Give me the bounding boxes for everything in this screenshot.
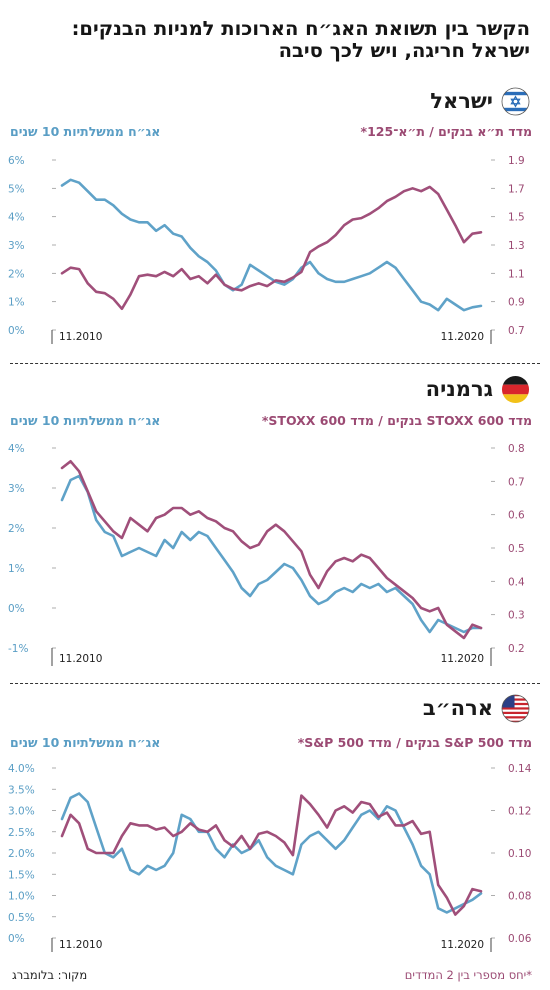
x-end-label: 11.2020 — [441, 331, 484, 343]
left-tick-label: 3% — [8, 240, 25, 252]
x-start-label: 11.2010 — [59, 331, 102, 343]
right-tick-label: 0.2 — [508, 643, 525, 655]
bond-yield-line — [60, 178, 483, 312]
left-tick-label: 3.5% — [8, 784, 35, 796]
right-tick-label: 0.12 — [508, 806, 531, 818]
x-end-label: 11.2020 — [441, 939, 484, 951]
left-tick-label: 5% — [8, 183, 25, 195]
left-tick-label: 3% — [8, 483, 25, 495]
israel-flag-icon — [501, 87, 530, 115]
left-axis-title-israel: אג״ח ממשלתיות 10 שנים — [10, 124, 161, 139]
left-axis-title-germany: אג״ח ממשלתיות 10 שנים — [10, 413, 161, 428]
right-tick-label: 1.5 — [508, 212, 525, 224]
bond-yield-line — [60, 792, 483, 914]
right-axis-title-israel: מדד ת״א בנקים / ת״א־125* — [360, 124, 532, 139]
left-tick-label: 0% — [8, 933, 25, 945]
left-tick-label: 2.5% — [8, 827, 35, 839]
chart-usa: 4.0% 3.5% 3.0% 2.5% 2.0% 1.5% 1.0% 0.5% 0% 0.14 0.… — [8, 763, 532, 952]
left-tick-label: 1% — [8, 297, 25, 309]
right-tick-label: 0.7 — [508, 325, 525, 337]
left-tick-label: 0% — [8, 603, 25, 615]
right-tick-label: 1.9 — [508, 155, 525, 167]
section-divider — [10, 363, 540, 364]
x-end-label: 11.2020 — [441, 653, 484, 665]
bond-yield-line — [60, 474, 483, 634]
section-divider — [10, 683, 540, 684]
right-tick-label: 0.10 — [508, 848, 531, 860]
left-tick-label: 2.0% — [8, 848, 35, 860]
left-tick-label: 1.5% — [8, 869, 35, 881]
country-name-usa: ארה״ב — [422, 696, 493, 720]
right-tick-label: 0.06 — [508, 933, 532, 945]
right-tick-label: 0.6 — [508, 510, 525, 522]
x-start-label: 11.2010 — [59, 653, 102, 665]
right-tick-label: 0.3 — [508, 610, 525, 622]
country-header-usa: ארה״ב — [423, 693, 530, 723]
right-tick-label: 1.7 — [508, 183, 525, 195]
right-tick-label: 0.9 — [508, 297, 525, 309]
left-tick-label: 2% — [8, 523, 25, 535]
right-tick-label: 0.14 — [508, 763, 532, 775]
ratio-footnote: *יחס מספרי בין 2 המדדים — [404, 968, 532, 982]
right-tick-label: 0.08 — [508, 891, 531, 903]
title-line-2: ישראל חריגה, ויש לכך סיבה — [278, 39, 530, 62]
chart-israel: 6% 5% 4% 3% 2% 1% 0% 1.9 1.7 1.5 1.3 1.1 0.9 0.7 11.20… — [8, 155, 525, 344]
left-axis-title-usa: אג״ח ממשלתיות 10 שנים — [10, 735, 161, 750]
country-name-israel: ישראל — [430, 89, 493, 113]
left-tick-label: 4% — [8, 212, 25, 224]
right-tick-label: 1.3 — [508, 240, 525, 252]
left-tick-label: 2% — [8, 268, 25, 280]
left-tick-label: 0.5% — [8, 912, 35, 924]
germany-flag-icon — [501, 375, 530, 403]
right-tick-label: 1.1 — [508, 268, 525, 280]
left-tick-label: 6% — [8, 155, 25, 167]
usa-flag-icon — [501, 694, 530, 722]
banks-ratio-line — [60, 459, 483, 640]
source-note: מקור: בלומברג — [12, 968, 88, 982]
left-tick-label: 1.0% — [8, 891, 35, 903]
right-axis-title-usa: מדד S&P 500 בנקים / מדד S&P 500* — [297, 735, 532, 750]
country-header-israel: ישראל — [430, 86, 530, 116]
banks-ratio-line — [60, 185, 483, 311]
title-line-1: הקשר בין תשואת האג״ח הארוכות למניות הבנק… — [71, 17, 530, 40]
x-start-label: 11.2010 — [59, 939, 102, 951]
left-tick-label: 0% — [8, 325, 25, 337]
left-tick-label: -1% — [8, 643, 28, 655]
left-tick-label: 1% — [8, 563, 25, 575]
left-tick-label: 3.0% — [8, 806, 35, 818]
left-tick-label: 4% — [8, 443, 25, 455]
page-title: הקשר בין תשואת האג״ח הארוכות למניות הבנק… — [20, 18, 530, 62]
country-name-germany: גרמניה — [425, 377, 493, 401]
banks-ratio-line — [60, 794, 483, 916]
country-header-germany: גרמניה — [426, 374, 530, 404]
right-axis-title-germany: מדד STOXX 600 בנקים / מדד STOXX 600* — [261, 413, 532, 428]
right-tick-label: 0.5 — [508, 543, 525, 555]
right-tick-label: 0.8 — [508, 443, 525, 455]
chart-germany: 4% 3% 2% 1% 0% -1% 0.8 0.7 0.6 0.5 0.4 0.3 0.2 11.201… — [8, 443, 525, 666]
right-tick-label: 0.7 — [508, 476, 525, 488]
right-tick-label: 0.4 — [508, 576, 525, 588]
left-tick-label: 4.0% — [8, 763, 35, 775]
